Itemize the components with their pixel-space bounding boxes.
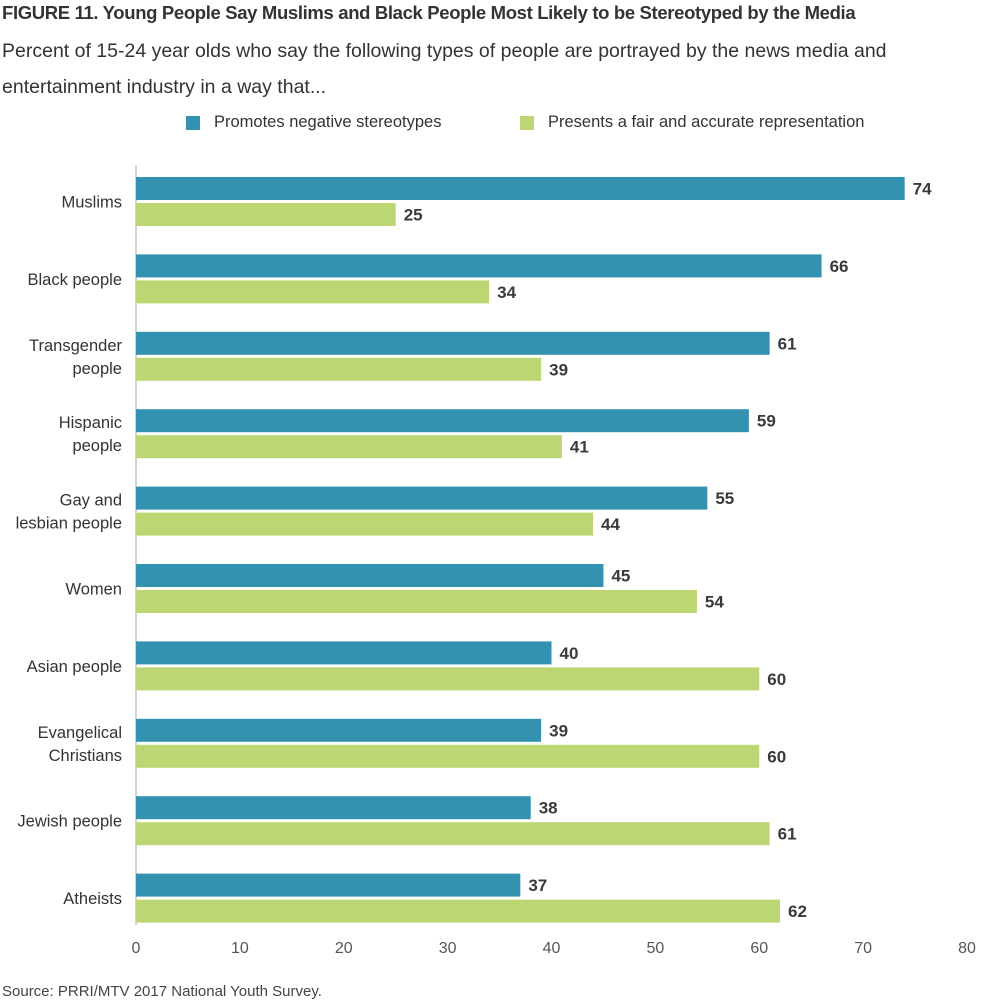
legend-label-fair: Presents a fair and accurate representat… [548,113,865,131]
x-tick-label-3: 30 [439,940,457,957]
category-label-6: Asian people [27,658,122,676]
data-label-fair-5: 54 [705,593,724,612]
category-label-line: Jewish people [17,813,122,831]
bar-chart: 74 25 Muslims 66 34 Black people 61 39 Transgend… [16,165,976,957]
bar-fair-0 [136,203,396,226]
category-label-0: Muslims [62,194,123,212]
data-label-fair-8: 61 [778,825,797,844]
data-label-fair-4: 44 [601,515,620,534]
category-label-line: lesbian people [16,515,122,533]
bar-fair-4 [136,512,594,536]
bar-negative-3 [136,409,749,433]
x-tick-label-7: 70 [854,940,872,957]
bar-negative-4 [136,486,708,510]
data-label-negative-8: 38 [539,799,558,818]
data-label-fair-0: 25 [404,206,423,225]
bar-fair-9 [136,899,781,923]
data-label-negative-1: 66 [830,257,849,276]
category-label-line: Asian people [27,658,122,676]
category-label-line: Christians [49,747,122,765]
category-label-line: Black people [28,271,122,289]
category-label-line: people [72,437,122,455]
data-label-negative-4: 55 [715,489,734,508]
category-label-7: Evangelical Christians [38,724,122,765]
legend-swatch-negative [186,115,200,130]
x-tick-label-6: 60 [750,940,768,957]
bar-negative-0 [136,177,905,200]
x-tick-label-1: 10 [231,940,249,957]
source-note: Source: PRRI/MTV 2017 National Youth Sur… [2,983,322,1000]
chart-title: FIGURE 11. Young People Say Muslims and … [2,2,856,23]
x-tick-label-5: 50 [646,940,664,957]
bar-negative-8 [136,796,531,820]
category-label-line: Atheists [63,890,122,908]
category-label-8: Jewish people [17,813,122,831]
category-label-3: Hispanic people [59,414,122,455]
bar-fair-3 [136,435,562,459]
data-label-fair-9: 62 [788,902,807,921]
category-label-line: people [72,360,122,378]
legend-label-negative: Promotes negative stereotypes [214,113,442,131]
category-label-line: Women [65,581,122,599]
category-label-line: Transgender [29,337,122,355]
data-label-fair-7: 60 [767,747,786,766]
category-label-1: Black people [28,271,122,289]
category-label-line: Hispanic [59,414,122,432]
data-label-negative-0: 74 [913,180,932,199]
x-tick-label-4: 40 [543,940,561,957]
bar-fair-8 [136,822,770,846]
bar-negative-5 [136,564,604,587]
bar-negative-2 [136,331,770,355]
category-label-5: Women [65,581,122,599]
bar-fair-6 [136,667,760,691]
bar-fair-1 [136,280,490,304]
category-label-line: Evangelical [38,724,122,742]
category-label-9: Atheists [63,890,122,908]
bar-fair-7 [136,744,760,768]
category-label-4: Gay and lesbian people [16,492,122,533]
data-label-fair-2: 39 [549,360,568,379]
legend-swatch-fair [520,115,534,130]
data-label-negative-2: 61 [778,334,797,353]
x-tick-label-8: 80 [958,940,976,957]
legend-item-negative: Promotes negative stereotypes [186,113,441,132]
data-label-negative-6: 40 [560,644,579,663]
bar-negative-9 [136,873,521,897]
chart-subtitle: Percent of 15-24 year olds who say the f… [2,40,887,98]
data-label-fair-6: 60 [767,670,786,689]
data-label-negative-3: 59 [757,412,776,431]
data-label-negative-5: 45 [611,567,630,586]
category-label-line: Muslims [62,194,123,212]
bar-negative-6 [136,641,552,665]
bar-negative-7 [136,718,542,742]
category-label-2: Transgender people [29,337,122,378]
legend-item-fair: Presents a fair and accurate representat… [520,113,864,132]
bar-negative-1 [136,254,822,278]
bar-fair-5 [136,590,697,613]
data-label-fair-3: 41 [570,438,589,457]
data-label-fair-1: 34 [497,283,516,302]
data-label-negative-7: 39 [549,721,568,740]
category-label-line: Gay and [60,492,122,510]
x-tick-label-0: 0 [132,940,141,957]
data-label-negative-9: 37 [528,876,547,895]
x-tick-label-2: 20 [335,940,353,957]
bar-fair-2 [136,357,542,381]
